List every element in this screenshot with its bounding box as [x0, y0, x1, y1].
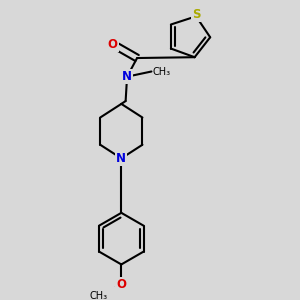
Text: N: N: [116, 152, 126, 165]
Text: N: N: [122, 70, 132, 83]
Text: O: O: [116, 278, 126, 291]
Text: CH₃: CH₃: [152, 67, 170, 76]
Text: O: O: [108, 38, 118, 51]
Text: CH₃: CH₃: [89, 291, 107, 300]
Text: S: S: [192, 8, 200, 21]
